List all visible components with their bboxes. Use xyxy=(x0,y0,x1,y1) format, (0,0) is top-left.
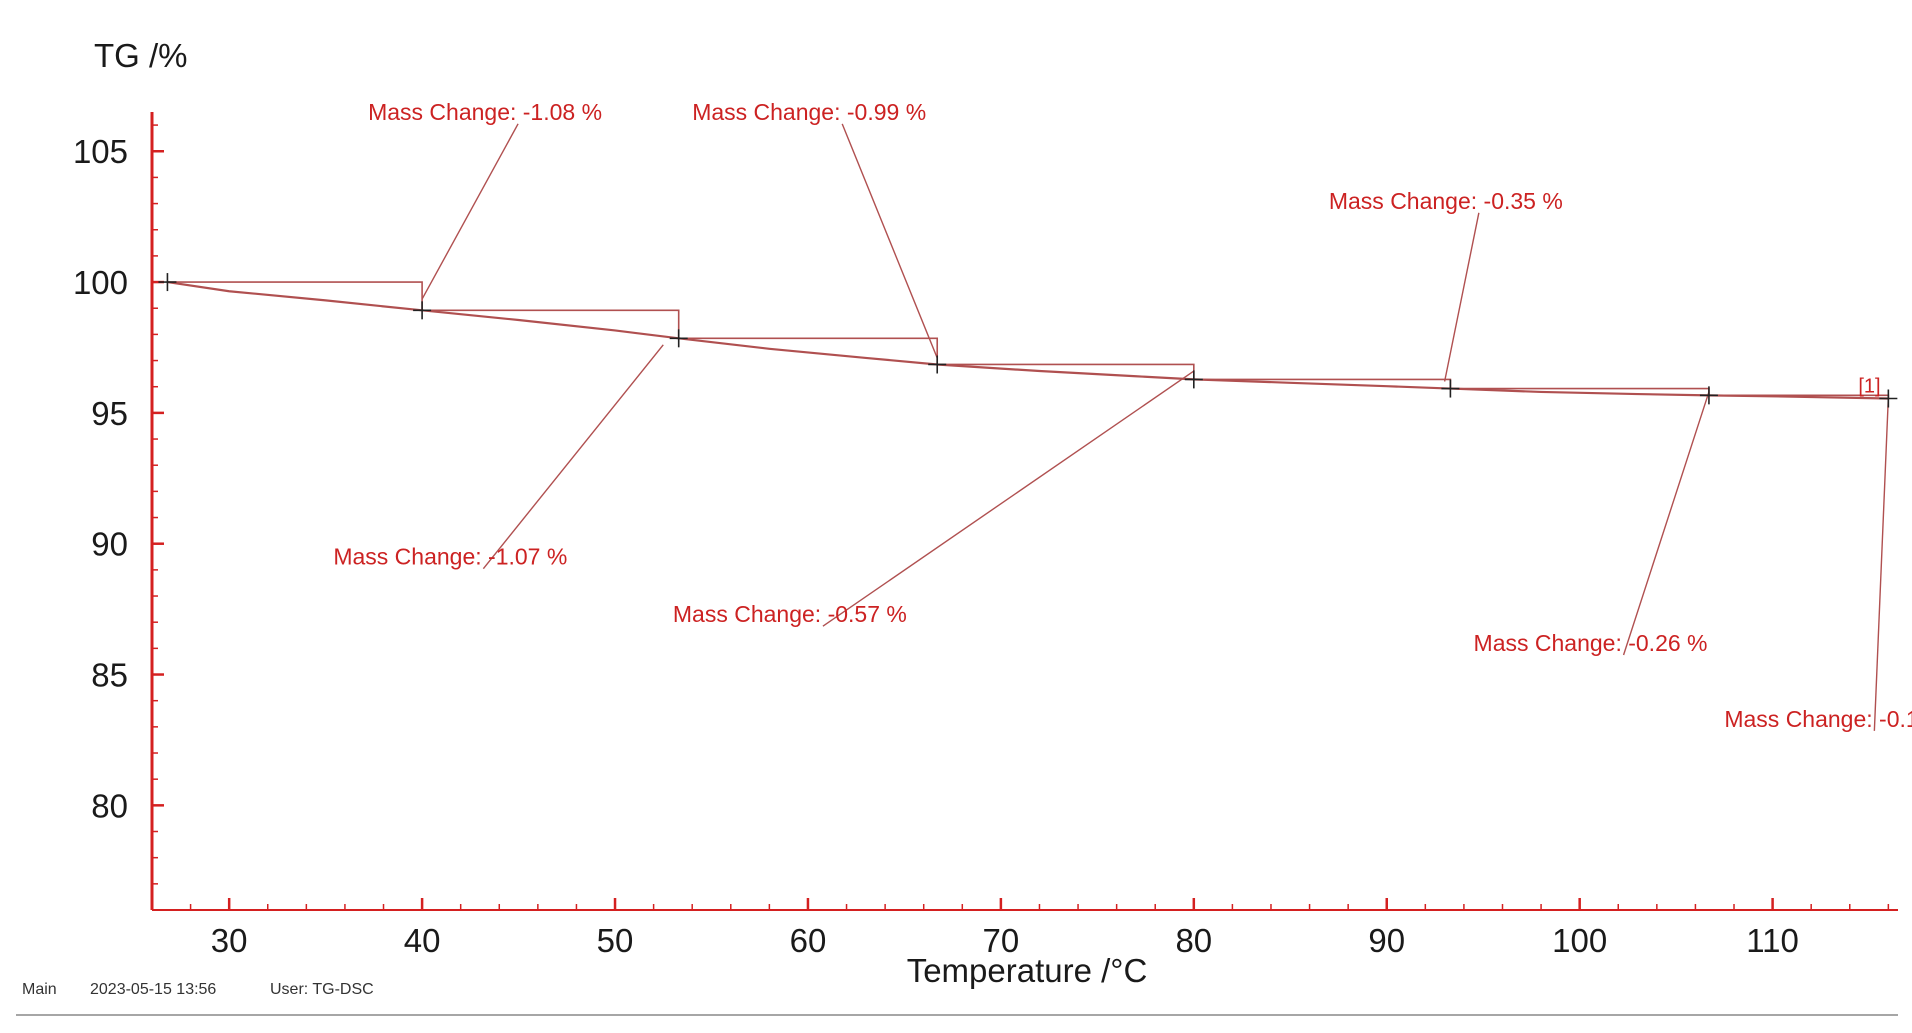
x-tick-label: 40 xyxy=(404,922,441,959)
y-tick-label: 85 xyxy=(91,657,128,694)
x-tick-label: 60 xyxy=(790,922,827,959)
annotation-labels: Mass Change: -1.08 % Mass Change: -1.07 %… xyxy=(333,99,1912,732)
y-tick-label: 80 xyxy=(91,787,128,824)
x-axis-title: Temperature /°C xyxy=(907,952,1148,989)
annotation-leader xyxy=(482,344,664,570)
footer-user: User: TG-DSC xyxy=(270,981,374,998)
annotation-leader xyxy=(1622,391,1710,656)
mass-change-label: Mass Change: -1.07 % xyxy=(333,544,567,570)
footer-date: 2023-05-15 13:56 xyxy=(90,981,216,998)
x-tick-label: 90 xyxy=(1368,922,1405,959)
mass-change-label: Mass Change: -0.35 % xyxy=(1329,188,1563,214)
x-tick-label: 30 xyxy=(211,922,248,959)
step-markers xyxy=(158,273,1898,408)
x-tick-label: 50 xyxy=(597,922,634,959)
curve-label: [1] xyxy=(1858,375,1880,397)
y-tick-label: 95 xyxy=(91,395,128,432)
y-tick-label: 90 xyxy=(91,526,128,563)
mass-change-label: Mass Change: -0.12 % xyxy=(1724,706,1912,732)
mass-change-label: Mass Change: -0.26 % xyxy=(1474,630,1708,656)
axes: 80 85 90 95 100 105 30 40 50 60 70 80 90 100 110 xyxy=(73,112,1898,959)
x-tick-label: 100 xyxy=(1552,922,1607,959)
tg-curve xyxy=(167,280,1889,400)
footer-main: Main xyxy=(22,981,57,998)
y-tick-label: 105 xyxy=(73,133,128,170)
y-tick-label: 100 xyxy=(73,264,128,301)
mass-change-label: Mass Change: -0.57 % xyxy=(673,601,907,627)
x-tick-label: 80 xyxy=(1175,922,1212,959)
step-bracket xyxy=(422,309,680,339)
footer: Main 2023-05-15 13:56 User: TG-DSC xyxy=(16,981,1898,1016)
annotation-leader xyxy=(822,370,1195,627)
annotation-leader xyxy=(841,123,938,359)
annotation-leader xyxy=(1443,212,1480,382)
mass-change-label: Mass Change: -0.99 % xyxy=(692,99,926,125)
mass-change-label: Mass Change: -1.08 % xyxy=(368,99,602,125)
annotation-leader xyxy=(421,123,519,300)
y-axis-title: TG /% xyxy=(94,37,188,74)
x-tick-label: 70 xyxy=(983,922,1020,959)
x-tick-label: 110 xyxy=(1746,922,1799,959)
tg-curve-group: [1] xyxy=(167,280,1889,400)
step-bracket xyxy=(167,281,423,311)
annotation-leader xyxy=(1873,397,1890,731)
